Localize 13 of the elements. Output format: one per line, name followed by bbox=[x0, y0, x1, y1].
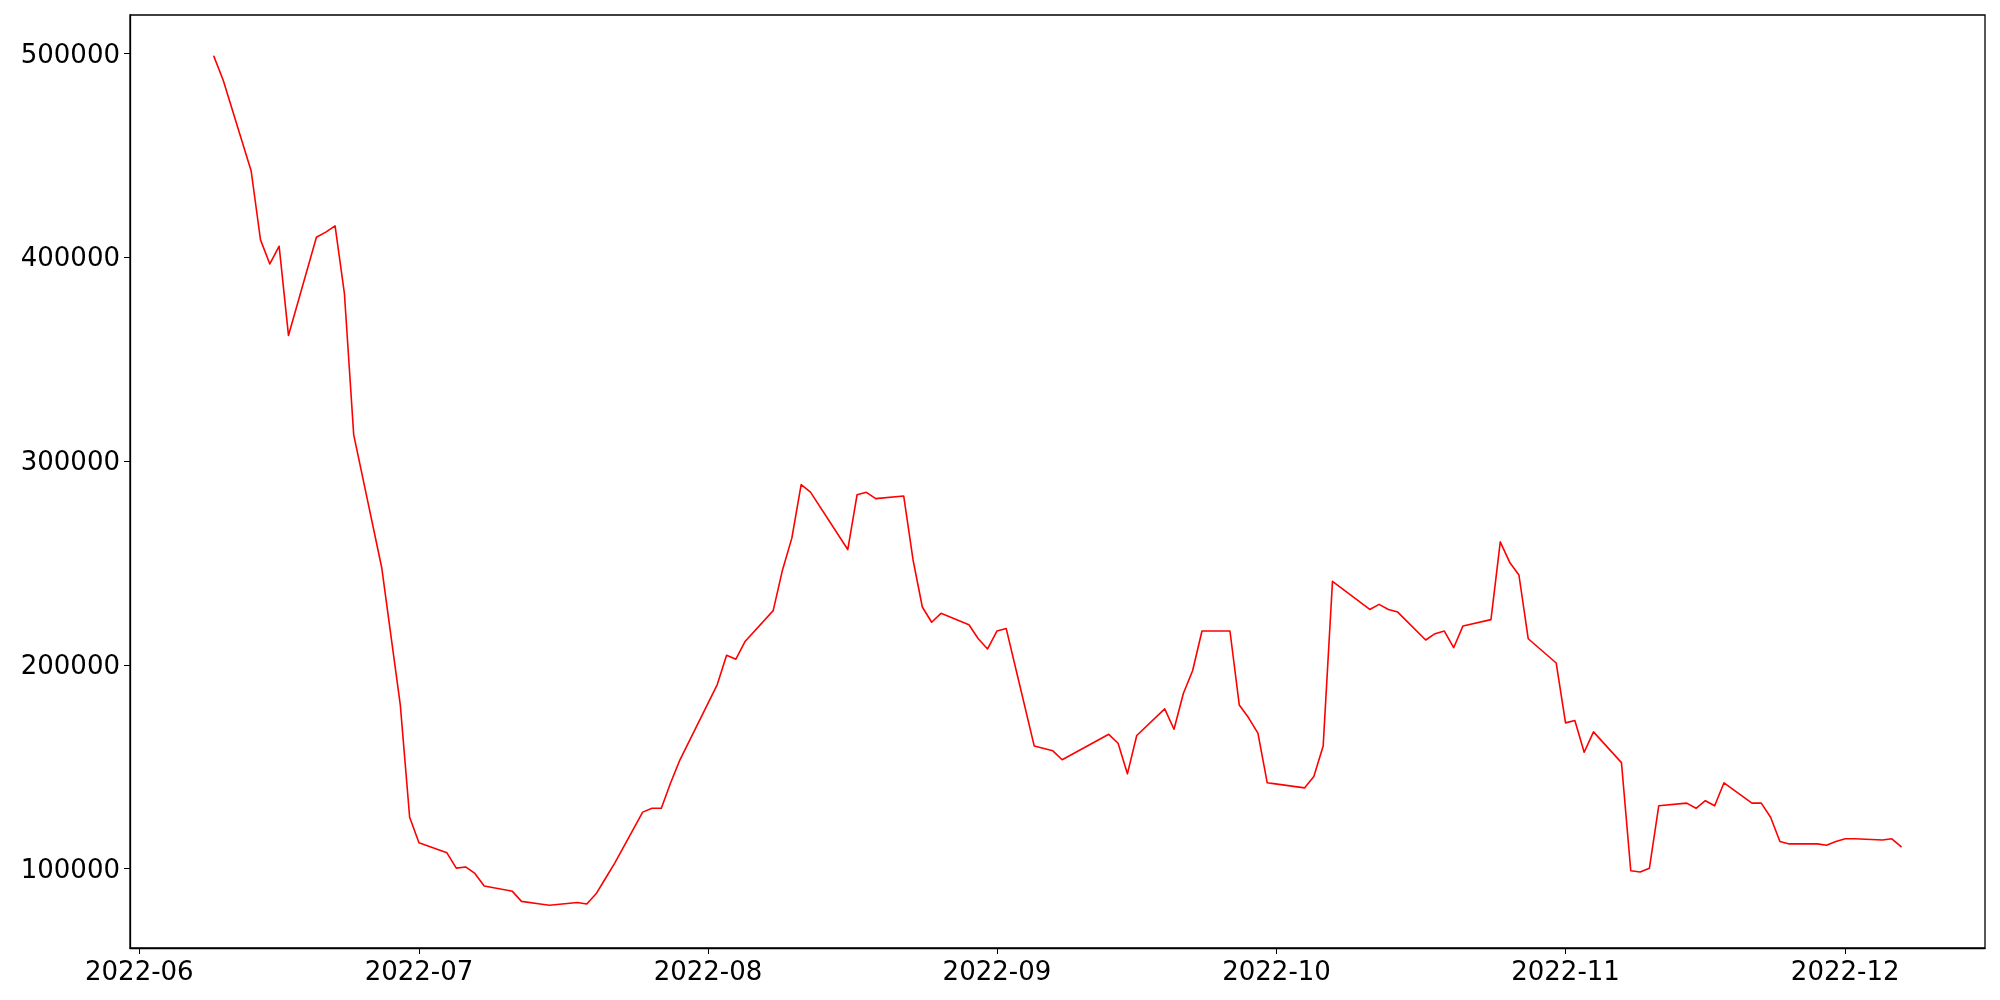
x-tick-label: 2022-11 bbox=[1511, 956, 1620, 986]
x-tick-label: 2022-07 bbox=[364, 956, 474, 986]
line-series bbox=[213, 55, 1902, 907]
x-tick-label: 2022-09 bbox=[942, 956, 1052, 986]
x-tick-label: 2022-08 bbox=[653, 956, 763, 986]
y-tick-label: 200000 bbox=[20, 649, 120, 680]
x-tick-label: 2022-06 bbox=[85, 956, 194, 986]
x-tick-label: 2022-12 bbox=[1790, 956, 1900, 986]
y-tick-label: 100000 bbox=[20, 853, 120, 884]
y-tick-label: 300000 bbox=[20, 446, 120, 477]
y-tick-label: 500000 bbox=[20, 38, 120, 69]
y-tick-label: 400000 bbox=[20, 242, 120, 273]
x-tick-label: 2022-10 bbox=[1222, 956, 1331, 986]
